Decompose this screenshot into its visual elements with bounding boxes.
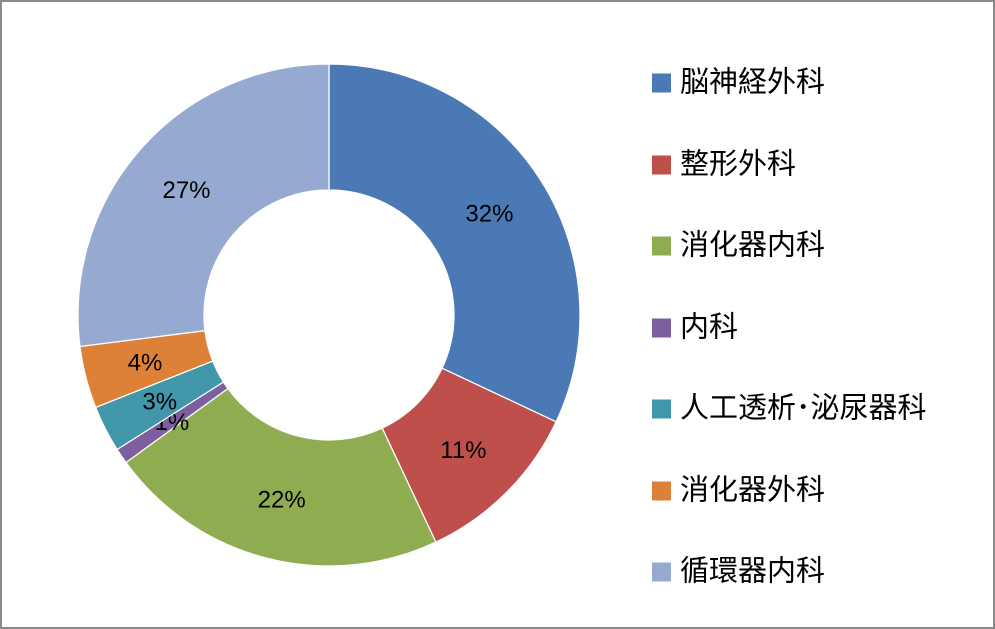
legend-label: 脳神経外科 — [680, 66, 826, 99]
legend-item-0: 脳神経外科 — [652, 66, 826, 99]
legend-label: 整形外科 — [680, 148, 797, 180]
data-label-1: 11% — [440, 437, 486, 464]
legend-item-6: 循環器内科 — [652, 555, 826, 588]
legend-swatch-icon — [652, 155, 671, 174]
chart-legend: 脳神経外科整形外科消化器内科内科人工透析･泌尿器科 消化器外科循環器内科 — [652, 2, 982, 627]
legend-item-5: 消化器外科 — [652, 476, 825, 505]
legend-item-1: 整形外科 — [652, 150, 796, 179]
legend-label: 循環器内科 — [680, 555, 826, 588]
legend-label: 消化器内科 — [680, 229, 826, 262]
data-label-4: 3% — [142, 389, 177, 416]
donut-slice-0 — [328, 63, 581, 423]
legend-label: 人工透析･泌尿器科 — [680, 392, 927, 425]
data-label-6: 27% — [162, 177, 210, 204]
data-label-5: 4% — [128, 350, 163, 377]
data-label-0: 32% — [465, 201, 513, 228]
legend-swatch-icon — [652, 562, 671, 582]
legend-swatch-icon — [652, 73, 671, 93]
legend-item-4: 人工透析･泌尿器科 — [652, 392, 927, 425]
donut-slice-6 — [77, 63, 330, 348]
legend-swatch-icon — [652, 399, 671, 419]
legend-swatch-icon — [652, 318, 671, 337]
legend-item-2: 消化器内科 — [652, 229, 826, 262]
legend-label: 消化器外科 — [680, 474, 826, 506]
legend-swatch-icon — [652, 236, 671, 256]
donut-slice-2 — [125, 387, 437, 567]
donut-chart: 32%11%22%1%3%4%27% — [77, 63, 581, 567]
legend-swatch-icon — [652, 481, 671, 500]
data-label-2: 22% — [258, 486, 306, 513]
legend-item-3: 内科 — [652, 313, 738, 342]
legend-label: 内科 — [680, 311, 739, 343]
